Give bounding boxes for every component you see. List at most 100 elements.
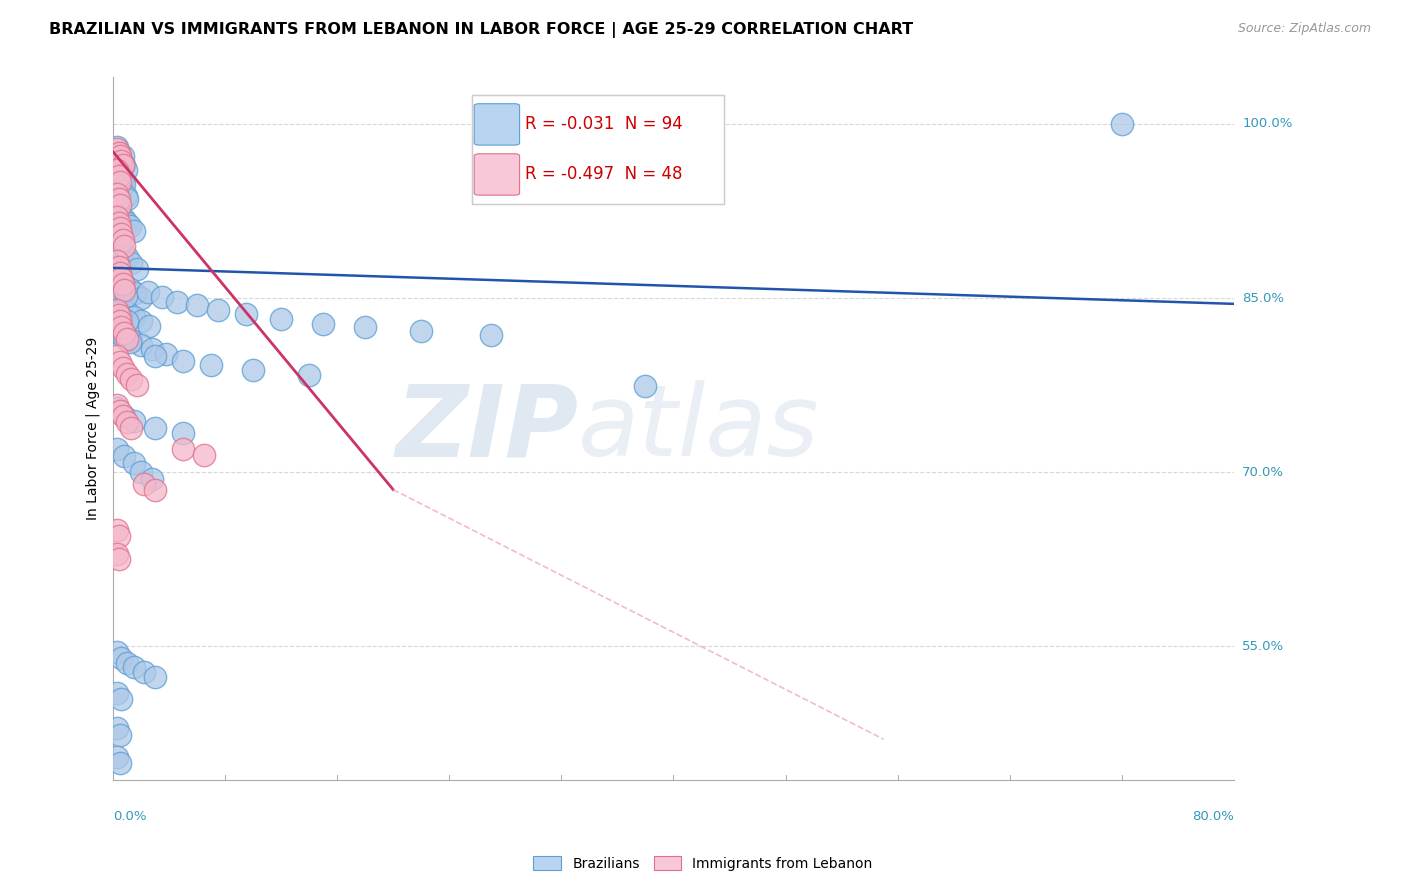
Point [132, 665, 155, 679]
Point [112, 328, 135, 343]
Point [115, 192, 138, 206]
Point [105, 645, 128, 659]
Point [108, 239, 131, 253]
Point [108, 403, 131, 417]
Point [110, 301, 132, 315]
Point [111, 233, 134, 247]
Point [107, 145, 129, 160]
Point [118, 335, 141, 350]
Point [105, 302, 128, 317]
Point [124, 286, 146, 301]
Point [125, 262, 148, 277]
Point [143, 670, 166, 684]
Point [112, 449, 135, 463]
Text: BRAZILIAN VS IMMIGRANTS FROM LEBANON IN LABOR FORCE | AGE 25-29 CORRELATION CHAR: BRAZILIAN VS IMMIGRANTS FROM LEBANON IN … [49, 22, 914, 38]
Point [479, 328, 502, 343]
Text: atlas: atlas [578, 380, 820, 477]
Point [143, 483, 166, 497]
Point [105, 233, 128, 247]
Point [112, 157, 135, 171]
Point [110, 271, 132, 285]
Point [200, 359, 222, 373]
Point [634, 379, 657, 393]
Point [108, 756, 131, 770]
Y-axis label: In Labor Force | Age 25-29: In Labor Force | Age 25-29 [86, 337, 100, 520]
Point [105, 163, 128, 178]
Text: 100.0%: 100.0% [1243, 118, 1292, 130]
Point [112, 326, 135, 340]
Text: 85.0%: 85.0% [1243, 292, 1284, 304]
Point [107, 169, 129, 183]
Point [105, 547, 128, 561]
Point [108, 274, 131, 288]
Point [186, 298, 208, 312]
Point [242, 363, 264, 377]
Point [107, 529, 129, 543]
Point [193, 448, 215, 462]
Point [105, 297, 128, 311]
Point [114, 163, 136, 178]
Point [270, 312, 292, 326]
Point [122, 660, 145, 674]
Point [172, 425, 194, 440]
Point [411, 324, 433, 338]
Point [111, 409, 134, 424]
Point [105, 253, 128, 268]
Point [120, 372, 142, 386]
Point [122, 310, 145, 324]
Point [105, 398, 128, 412]
Text: ZIP: ZIP [395, 380, 578, 477]
Point [107, 260, 129, 274]
Point [110, 154, 132, 169]
Point [122, 456, 145, 470]
Point [118, 219, 141, 233]
Point [111, 244, 134, 259]
Point [118, 282, 141, 296]
Point [108, 175, 131, 189]
Legend: Brazilians, Immigrants from Lebanon: Brazilians, Immigrants from Lebanon [527, 850, 879, 876]
Point [105, 143, 128, 157]
Point [114, 289, 136, 303]
Point [105, 749, 128, 764]
Point [138, 318, 160, 333]
Text: 55.0%: 55.0% [1243, 640, 1284, 653]
Point [120, 256, 142, 270]
Point [105, 210, 128, 224]
Point [108, 728, 131, 742]
Point [107, 204, 129, 219]
Point [150, 290, 173, 304]
Point [105, 186, 128, 201]
Point [110, 310, 132, 324]
Point [108, 221, 131, 235]
Point [107, 324, 129, 338]
Point [207, 302, 229, 317]
Point [110, 154, 132, 169]
Point [105, 523, 128, 537]
Point [110, 651, 132, 665]
Point [115, 332, 138, 346]
Point [108, 314, 131, 328]
Point [115, 305, 138, 319]
Point [108, 355, 131, 369]
Point [129, 337, 152, 351]
Point [111, 157, 134, 171]
Text: Source: ZipAtlas.com: Source: ZipAtlas.com [1237, 22, 1371, 36]
Point [166, 294, 188, 309]
Point [141, 472, 163, 486]
Point [129, 465, 152, 479]
Point [107, 216, 129, 230]
Text: 80.0%: 80.0% [1192, 811, 1234, 823]
Point [115, 367, 138, 381]
Point [235, 307, 257, 321]
Point [108, 266, 131, 280]
Point [105, 686, 128, 700]
Point [172, 442, 194, 456]
Point [312, 317, 335, 331]
Point [354, 320, 377, 334]
Point [143, 421, 166, 435]
Point [132, 476, 155, 491]
Point [136, 285, 159, 300]
Point [105, 305, 128, 319]
Point [107, 326, 129, 340]
Text: 0.0%: 0.0% [112, 811, 146, 823]
